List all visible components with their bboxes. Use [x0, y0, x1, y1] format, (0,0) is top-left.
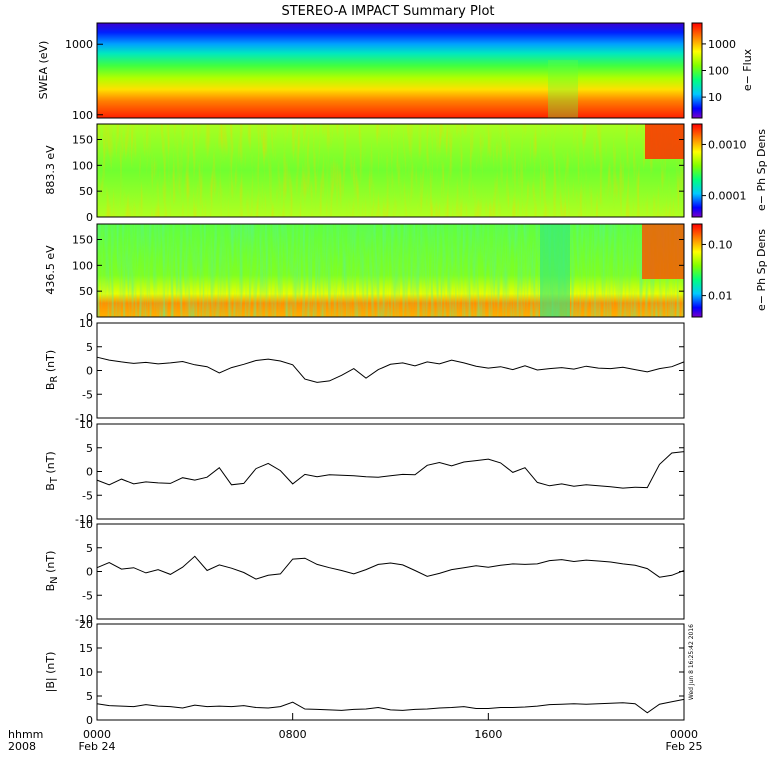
- pa436-ylabel: 436.5 eV: [44, 245, 57, 295]
- br-panel: 10 5 0 -5 -10 BR (nT): [44, 317, 685, 425]
- swea-cbtick-label-1: 100: [708, 65, 729, 78]
- swea-colorbar: [691, 22, 703, 119]
- swea-panel: 1000 100 SWEA (eV) 1000 100 10 e− Flux: [37, 22, 754, 122]
- swea-dip-band: [548, 60, 578, 118]
- timestamp: Wed Jun 8 16:25:42 2016: [688, 624, 695, 700]
- pa883-ytick-label-3: 0: [86, 211, 93, 224]
- bt-ytick-label-1: 5: [86, 442, 93, 455]
- bt-ytick-label-0: 10: [79, 418, 93, 431]
- bn-y-axis: 10 5 0 -5 -10: [75, 518, 684, 626]
- pa883-ytick-label-2: 50: [79, 185, 93, 198]
- babs-frame: [96, 623, 685, 721]
- br-ytick-label-3: -5: [82, 388, 93, 401]
- pa883-cbtick-label-0: 0.0010: [708, 138, 747, 151]
- pa883-ytick-label-0: 150: [72, 134, 93, 147]
- pa883-cbtick-label-1: 0.0001: [708, 190, 747, 203]
- pa883-frame: [96, 123, 685, 218]
- br-y-axis: 10 5 0 -5 -10: [75, 317, 684, 425]
- time-tick-date-3: Feb 25: [666, 740, 703, 753]
- pa436-ytick-label-0: 150: [72, 234, 93, 247]
- time-tick-date-0: Feb 24: [79, 740, 116, 753]
- babs-ylabel: |B| (nT): [44, 652, 57, 693]
- bt-ylabel: BT (nT): [44, 451, 60, 490]
- bt-y-axis: 10 5 0 -5 -10: [75, 418, 684, 526]
- bt-ytick-label-4: -10: [75, 513, 93, 526]
- pa436-ytick-label-1: 100: [72, 259, 93, 272]
- swea-frame: [96, 22, 685, 119]
- bn-panel: 10 5 0 -5 -10 BN (nT): [44, 518, 685, 626]
- pa436-dip-band: [540, 224, 570, 317]
- swea-ytick-label-0: 1000: [65, 38, 93, 51]
- pa883-red-corner: [645, 124, 684, 159]
- pa883-streaks: [97, 124, 684, 217]
- pa436-cbtick-label-1: 0.01: [708, 290, 733, 303]
- br-ytick-label-1: 5: [86, 341, 93, 354]
- pa436-panel: 150 100 50 0 436.5 eV 0.10 0.01 e− Ph Sp Den…: [44, 223, 768, 324]
- pa436-cbtick-label-0: 0.10: [708, 238, 733, 251]
- babs-trace: [96, 698, 685, 714]
- swea-ylabel: SWEA (eV): [37, 41, 50, 100]
- br-ytick-label-2: 0: [86, 365, 93, 378]
- bt-trace: [96, 451, 685, 489]
- bt-frame: [96, 423, 685, 520]
- bn-trace: [96, 555, 685, 580]
- pa883-panel: 150 100 50 0 883.3 eV 0.0010 0.0001 e− Ph Sp…: [44, 123, 768, 224]
- pa883-colorbar-label: e− Ph Sp Dens: [755, 129, 768, 211]
- babs-ytick-label-0: 20: [79, 618, 93, 631]
- bn-ylabel: BN (nT): [44, 551, 60, 592]
- pa436-frame: [96, 223, 685, 318]
- swea-spectrogram: [97, 23, 684, 118]
- pa883-ytick-label-1: 100: [72, 159, 93, 172]
- pa883-colorbar-ticks: 0.0010 0.0001: [702, 138, 747, 203]
- pa436-y-axis: 150 100 50 0: [72, 234, 684, 324]
- pa436-colorbar: [691, 223, 703, 318]
- time-axis-row1-label: hhmm: [8, 728, 43, 741]
- pa436-colorbar-label: e− Ph Sp Dens: [755, 229, 768, 311]
- bn-ytick-label-2: 0: [86, 566, 93, 579]
- swea-y-axis: 1000 100: [65, 38, 103, 122]
- pa436-streaks: [97, 224, 684, 317]
- bn-ytick-label-1: 5: [86, 542, 93, 555]
- bn-ytick-label-4: -10: [75, 613, 93, 626]
- bt-panel: 10 5 0 -5 -10 BT (nT): [44, 418, 685, 526]
- br-ytick-label-0: 10: [79, 317, 93, 330]
- swea-cbtick-label-0: 1000: [708, 38, 736, 51]
- br-ylabel: BR (nT): [44, 350, 60, 390]
- br-ytick-label-4: -10: [75, 412, 93, 425]
- time-tick-label-1: 0800: [279, 728, 307, 741]
- pa883-ylabel: 883.3 eV: [44, 145, 57, 195]
- bn-frame: [96, 523, 685, 620]
- pa436-ytick-label-3: 0: [86, 311, 93, 324]
- time-axis-row2-label: 2008: [8, 740, 36, 753]
- babs-ytick-label-1: 15: [79, 642, 93, 655]
- time-tick-label-3: 0000: [670, 728, 698, 741]
- babs-panel: 20 15 10 5 0 |B| (nT) Wed Jun 8 16:25:42 201…: [44, 618, 695, 727]
- pa883-y-axis: 150 100 50 0: [72, 134, 684, 224]
- babs-y-axis: 20 15 10 5 0: [79, 618, 684, 727]
- plot-title: STEREO-A IMPACT Summary Plot: [281, 4, 494, 19]
- pa436-colorbar-ticks: 0.10 0.01: [702, 238, 733, 303]
- time-tick-label-2: 1600: [474, 728, 502, 741]
- swea-colorbar-label: e− Flux: [741, 48, 754, 91]
- swea-colorbar-ticks: 1000 100 10: [702, 38, 736, 104]
- babs-ytick-label-4: 0: [86, 714, 93, 727]
- pa436-red-corner: [642, 224, 684, 279]
- bt-ytick-label-2: 0: [86, 466, 93, 479]
- bn-ytick-label-3: -5: [82, 589, 93, 602]
- time-tick-label-0: 0000: [83, 728, 111, 741]
- babs-ytick-label-3: 5: [86, 690, 93, 703]
- babs-ytick-label-2: 10: [79, 666, 93, 679]
- bt-ytick-label-3: -5: [82, 489, 93, 502]
- br-frame: [96, 322, 685, 419]
- swea-ytick-label-1: 100: [72, 109, 93, 122]
- br-trace: [96, 356, 685, 383]
- pa883-colorbar: [691, 123, 703, 218]
- swea-cbtick-label-2: 10: [708, 91, 722, 104]
- bn-ytick-label-0: 10: [79, 518, 93, 531]
- pa436-ytick-label-2: 50: [79, 285, 93, 298]
